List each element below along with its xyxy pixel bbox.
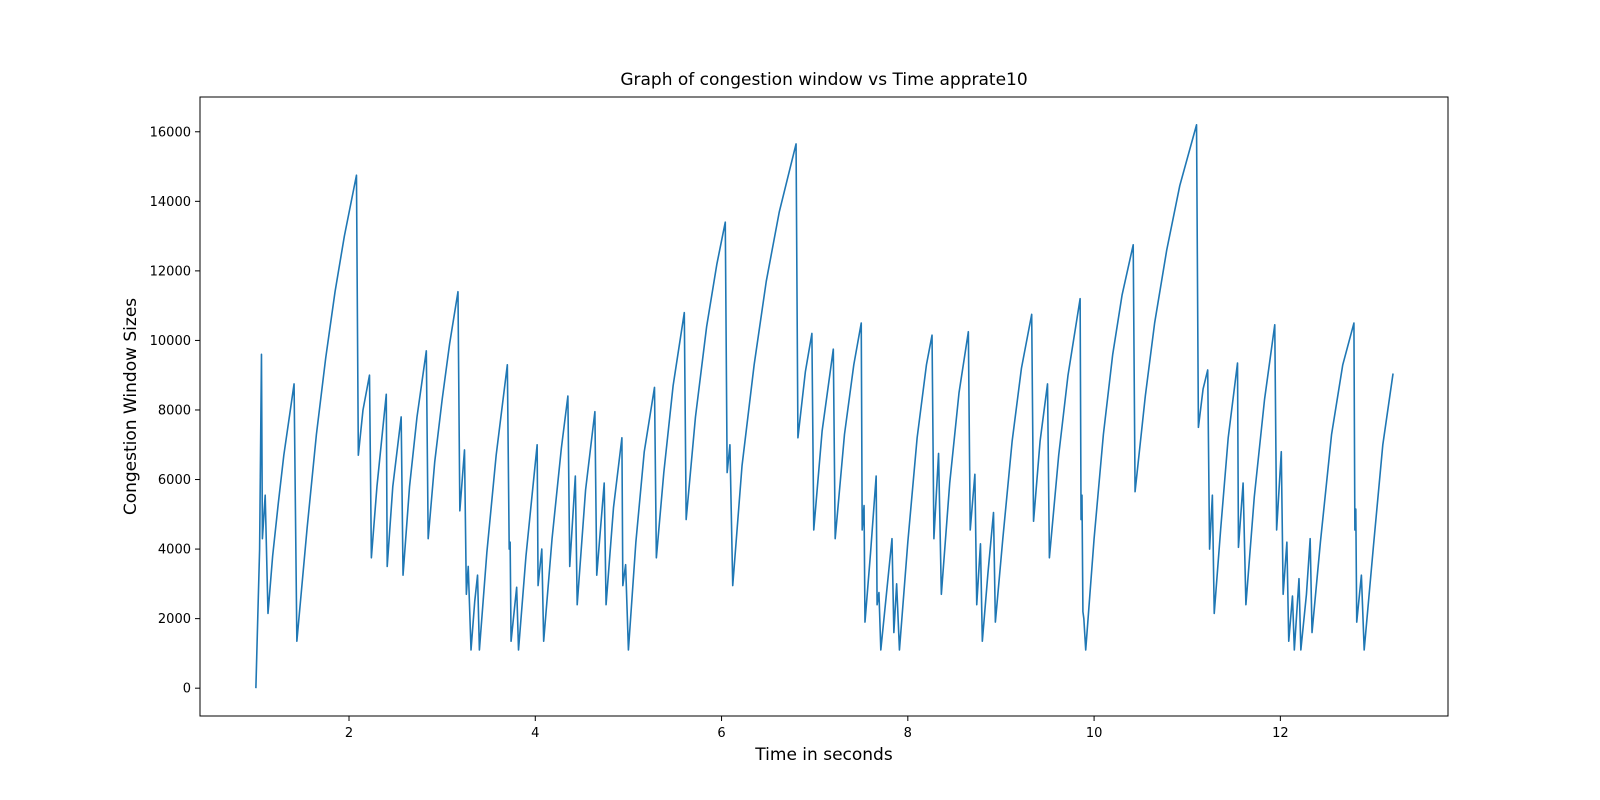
y-axis-title: Congestion Window Sizes <box>121 298 141 515</box>
y-axis: 0 2000 4000 6000 8000 10000 12000 14000 16000 <box>150 125 200 697</box>
x-tick-label: 6 <box>717 726 725 741</box>
y-tick-label: 10000 <box>150 334 191 349</box>
y-tick-label: 6000 <box>158 473 191 488</box>
x-tick-label: 10 <box>1086 726 1103 741</box>
x-tick-label: 2 <box>345 726 353 741</box>
plot-frame <box>199 96 1449 717</box>
y-tick-label: 14000 <box>150 195 191 210</box>
x-tick-label: 12 <box>1272 726 1289 741</box>
y-tick-label: 0 <box>183 682 191 697</box>
x-axis: 2 4 6 8 10 12 <box>345 716 1289 741</box>
y-tick-label: 4000 <box>158 543 191 558</box>
x-axis-title: Time in seconds <box>754 745 893 765</box>
congestion-window-line <box>255 124 1394 689</box>
chart-title: Graph of congestion window vs Time appra… <box>620 70 1027 90</box>
y-tick-label: 8000 <box>158 403 191 418</box>
x-tick-label: 4 <box>531 726 539 741</box>
y-tick-label: 16000 <box>150 125 191 140</box>
y-tick-label: 12000 <box>150 264 191 279</box>
y-tick-label: 2000 <box>158 612 191 627</box>
x-tick-label: 8 <box>904 726 912 741</box>
